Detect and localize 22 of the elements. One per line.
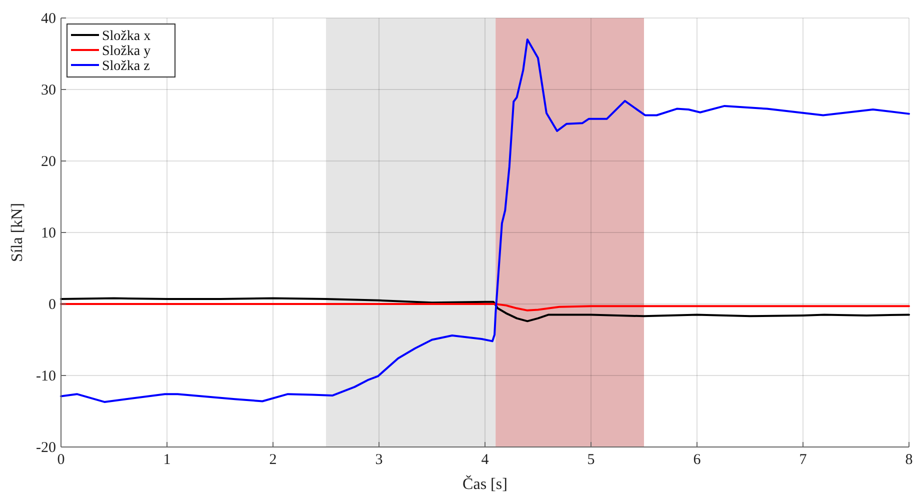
x-tick-label: 2 (269, 452, 277, 468)
y-tick-label: 10 (41, 226, 56, 242)
y-tick-label: 30 (41, 82, 56, 98)
x-axis-title: Čas [s] (462, 475, 508, 493)
line-series (60, 297, 910, 322)
legend-label: Složka y (102, 44, 151, 59)
x-tick-label: 3 (375, 452, 383, 468)
x-tick-label: 6 (693, 452, 702, 468)
x-tick-label: 7 (799, 452, 808, 468)
x-tick-label: 5 (587, 452, 595, 468)
y-tick-label: 40 (41, 11, 56, 27)
y-tick-label: -20 (36, 440, 56, 456)
legend-label: Složka z (102, 59, 150, 74)
y-tick-label: -10 (36, 368, 56, 384)
y-tick-label: 20 (41, 154, 56, 170)
legend-label: Složka x (102, 29, 151, 44)
x-tick-label: 8 (905, 452, 913, 468)
y-axis-title: Síla [kN] (9, 202, 26, 262)
line-series (60, 303, 910, 312)
x-tick-label: 4 (481, 452, 490, 468)
x-tick-label: 1 (163, 452, 171, 468)
y-tick-label: 0 (48, 297, 56, 313)
